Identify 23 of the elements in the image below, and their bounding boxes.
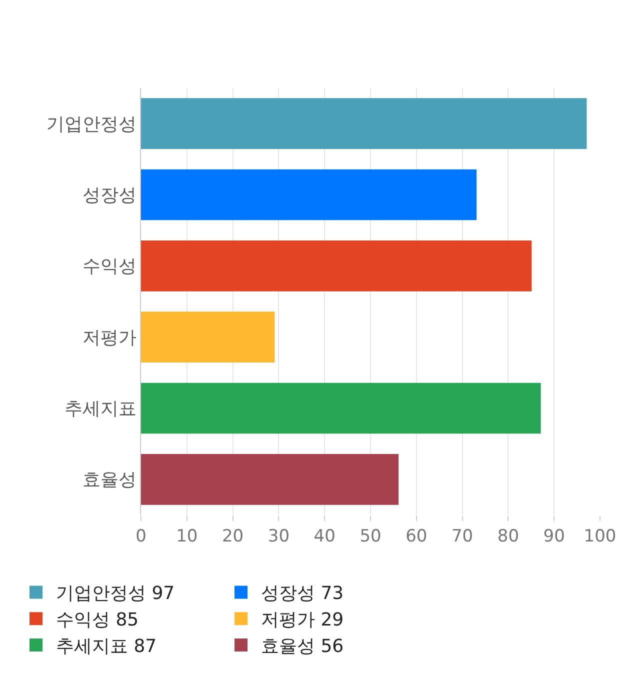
legend-label: 기업안정성 97 (56, 583, 175, 604)
x-tick-label: 30 (268, 526, 290, 546)
y-tick-label: 저평가 (82, 327, 136, 348)
x-tick-label: 40 (314, 526, 336, 546)
legend-label: 수익성 85 (56, 610, 139, 631)
legend-label: 효율성 56 (261, 636, 344, 658)
y-tick-label: 추세지표 (64, 398, 136, 420)
legend-label: 추세지표 87 (56, 636, 157, 658)
y-tick-label: 기업안정성 (46, 114, 136, 135)
y-tick-label: 효율성 (82, 470, 136, 491)
x-tick-label: 80 (497, 526, 520, 546)
legend-label: 저평가 29 (261, 610, 344, 631)
x-tick-label: 70 (451, 526, 474, 546)
x-tick-label: 20 (222, 526, 244, 546)
x-tick-label: 60 (406, 526, 428, 546)
x-tick-label: 100 (584, 526, 616, 546)
x-tick-label: 0 (136, 526, 146, 546)
legend-label: 성장성 73 (261, 583, 344, 604)
y-tick-label: 수익성 (82, 256, 136, 278)
x-tick-label: 50 (360, 526, 382, 546)
x-tick-label: 10 (176, 526, 198, 546)
x-tick-label: 90 (543, 526, 565, 546)
y-tick-label: 성장성 (82, 185, 136, 206)
